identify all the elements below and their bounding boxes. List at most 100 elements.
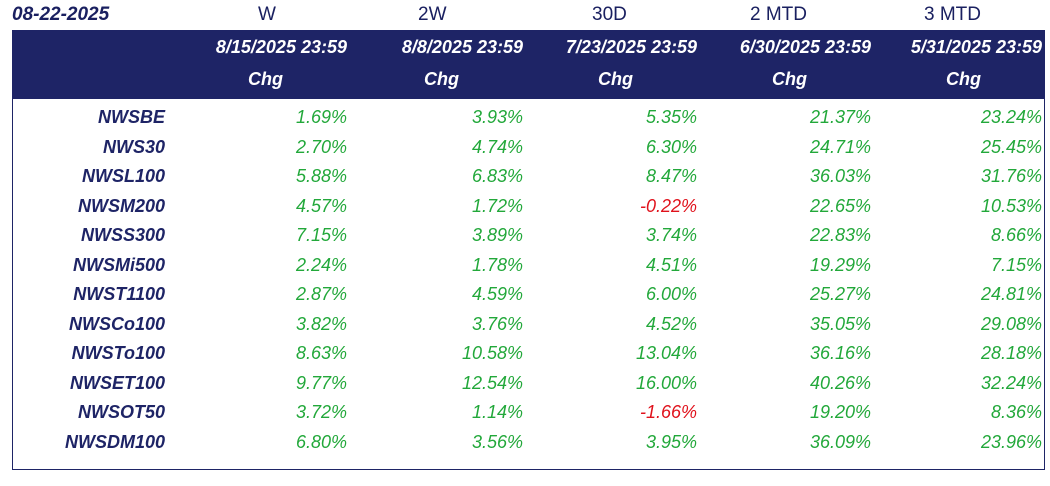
table-row: NWSL100 5.88% 6.83% 8.47% 36.03% 31.76% xyxy=(13,162,1044,192)
change-value: 19.20% xyxy=(809,402,871,422)
index-name: NWSM200 xyxy=(77,195,165,216)
change-value: 3.93% xyxy=(471,107,523,127)
change-value: 6.83% xyxy=(471,166,523,186)
index-name: NWS30 xyxy=(102,136,165,157)
column-date-1: 8/15/2025 23:59 xyxy=(215,37,347,57)
period-label-w: W xyxy=(258,4,276,25)
table-row: NWSM200 4.57% 1.72% -0.22% 22.65% 10.53% xyxy=(13,192,1044,222)
change-value: 24.71% xyxy=(809,136,871,157)
change-value: 12.54% xyxy=(461,372,523,393)
table-header: 8/15/2025 23:59 8/8/2025 23:59 7/23/2025… xyxy=(13,31,1044,99)
change-value: 3.72% xyxy=(295,402,347,422)
change-value: 2.87% xyxy=(295,284,347,304)
change-value: 1.72% xyxy=(471,195,523,216)
change-value: 1.69% xyxy=(295,107,347,127)
change-value: 6.80% xyxy=(295,431,347,452)
change-value: 3.74% xyxy=(645,225,697,245)
index-name: NWSMi500 xyxy=(72,254,165,275)
change-value: 8.36% xyxy=(990,402,1042,422)
change-value: 7.15% xyxy=(990,254,1042,275)
table-row: NWST1100 2.87% 4.59% 6.00% 25.27% 24.81% xyxy=(13,280,1044,310)
change-value: 4.57% xyxy=(295,195,347,216)
table-body: NWSBE 1.69% 3.93% 5.35% 21.37% 23.24% NWS30 2.7… xyxy=(13,103,1044,457)
change-value: 8.66% xyxy=(990,225,1042,245)
change-value: 24.81% xyxy=(980,284,1042,304)
column-date-5: 5/31/2025 23:59 xyxy=(910,37,1042,57)
period-label-2mtd: 2 MTD xyxy=(750,4,807,25)
index-name: NWSDM100 xyxy=(64,431,165,452)
table-row: NWSDM100 6.80% 3.56% 3.95% 36.09% 23.96% xyxy=(13,428,1044,458)
index-name: NWSOT50 xyxy=(77,402,165,422)
performance-table: 8/15/2025 23:59 8/8/2025 23:59 7/23/2025… xyxy=(12,30,1045,470)
change-value: 3.89% xyxy=(471,225,523,245)
column-date-4: 6/30/2025 23:59 xyxy=(739,37,871,57)
change-value: 36.16% xyxy=(809,343,871,363)
change-value: 5.88% xyxy=(295,166,347,186)
period-header-row: 08-22-2025 W 2W 30D 2 MTD 3 MTD xyxy=(12,0,1046,30)
change-value: 40.26% xyxy=(809,372,871,393)
change-value: 28.18% xyxy=(980,343,1042,363)
change-value: 6.00% xyxy=(645,284,697,304)
change-value: 3.95% xyxy=(645,431,697,452)
change-value: 29.08% xyxy=(980,313,1042,334)
change-value: 10.53% xyxy=(980,195,1042,216)
index-name: NWSET100 xyxy=(69,372,165,393)
table-row: NWSMi500 2.24% 1.78% 4.51% 19.29% 7.15% xyxy=(13,251,1044,281)
change-value: 4.52% xyxy=(645,313,697,334)
change-value: 23.96% xyxy=(980,431,1042,452)
table-row: NWSOT50 3.72% 1.14% -1.66% 19.20% 8.36% xyxy=(13,398,1044,428)
change-value: 3.76% xyxy=(471,313,523,334)
change-value: 3.56% xyxy=(471,431,523,452)
change-value: 16.00% xyxy=(635,372,697,393)
table-row: NWSCo100 3.82% 3.76% 4.52% 35.05% 29.08% xyxy=(13,310,1044,340)
change-value: 1.14% xyxy=(471,402,523,422)
index-name: NWSTo100 xyxy=(71,343,165,363)
column-date-3: 7/23/2025 23:59 xyxy=(565,37,697,57)
change-value: 10.58% xyxy=(461,343,523,363)
column-sub-3: Chg xyxy=(598,69,633,89)
change-value: 8.47% xyxy=(645,166,697,186)
change-value: 13.04% xyxy=(635,343,697,363)
table-row: NWSBE 1.69% 3.93% 5.35% 21.37% 23.24% xyxy=(13,103,1044,133)
period-label-2w: 2W xyxy=(418,4,447,25)
change-value: 32.24% xyxy=(980,372,1042,393)
change-value: 23.24% xyxy=(980,107,1042,127)
change-value: 2.70% xyxy=(295,136,347,157)
change-value: 5.35% xyxy=(645,107,697,127)
change-value: 35.05% xyxy=(809,313,871,334)
table-row: NWSET100 9.77% 12.54% 16.00% 40.26% 32.24% xyxy=(13,369,1044,399)
change-value: -1.66% xyxy=(639,402,697,422)
change-value: 25.27% xyxy=(809,284,871,304)
change-value: 6.30% xyxy=(645,136,697,157)
change-value: 1.78% xyxy=(471,254,523,275)
change-value: 9.77% xyxy=(295,372,347,393)
change-value: 19.29% xyxy=(809,254,871,275)
index-name: NWSL100 xyxy=(81,166,165,186)
change-value: 31.76% xyxy=(980,166,1042,186)
change-value: 25.45% xyxy=(980,136,1042,157)
table-row: NWSTo100 8.63% 10.58% 13.04% 36.16% 28.18% xyxy=(13,339,1044,369)
change-value: 22.65% xyxy=(809,195,871,216)
column-sub-1: Chg xyxy=(248,69,283,89)
column-sub-2: Chg xyxy=(424,69,459,89)
period-label-3mtd: 3 MTD xyxy=(924,4,981,25)
table-row: NWSS300 7.15% 3.89% 3.74% 22.83% 8.66% xyxy=(13,221,1044,251)
index-name: NWST1100 xyxy=(73,284,165,304)
column-sub-4: Chg xyxy=(772,69,807,89)
change-value: 36.09% xyxy=(809,431,871,452)
change-value: 22.83% xyxy=(809,225,871,245)
change-value: 4.74% xyxy=(471,136,523,157)
index-name: NWSBE xyxy=(98,107,165,127)
change-value: 4.51% xyxy=(645,254,697,275)
change-value: 7.15% xyxy=(295,225,347,245)
change-value: 4.59% xyxy=(471,284,523,304)
column-sub-5: Chg xyxy=(946,69,981,89)
period-label-30d: 30D xyxy=(592,4,627,25)
change-value: 8.63% xyxy=(295,343,347,363)
index-name: NWSCo100 xyxy=(68,313,165,334)
change-value: 2.24% xyxy=(295,254,347,275)
change-value: -0.22% xyxy=(639,195,697,216)
change-value: 36.03% xyxy=(809,166,871,186)
column-date-2: 8/8/2025 23:59 xyxy=(401,37,523,57)
table-row: NWS30 2.70% 4.74% 6.30% 24.71% 25.45% xyxy=(13,133,1044,163)
